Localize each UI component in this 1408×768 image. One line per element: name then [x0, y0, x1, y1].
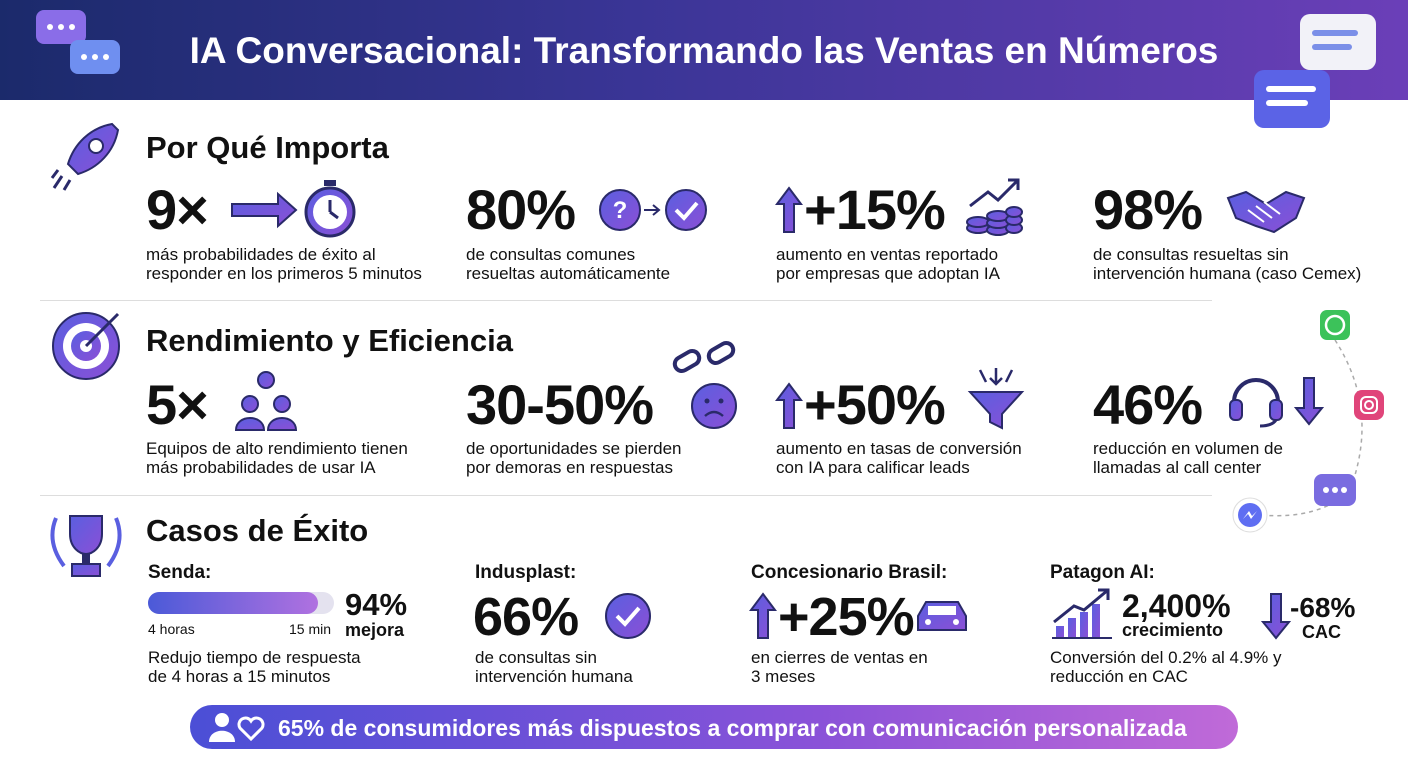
footer-banner: [190, 705, 1238, 749]
case-stat: 66%: [473, 587, 579, 647]
stat-caption: más probabilidades de usar IA: [146, 458, 376, 477]
stat: 46%: [1093, 373, 1203, 436]
stat-caption: aumento en tasas de conversión: [776, 439, 1022, 458]
down-arrow-icon: [1260, 593, 1292, 640]
stat: 80%: [466, 178, 576, 241]
stat-caption: de consultas comunes: [466, 245, 636, 264]
case-caption: reducción en CAC: [1050, 667, 1188, 686]
case-name: Patagon AI:: [1050, 562, 1155, 583]
case-caption: intervención humana: [475, 667, 633, 686]
case-stat: 2,400%: [1122, 588, 1231, 624]
case-stat: +25%: [778, 587, 915, 647]
section-title: Por Qué Importa: [146, 130, 389, 165]
section-title: Casos de Éxito: [146, 513, 369, 548]
stat-caption: resueltas automáticamente: [466, 264, 671, 283]
stat-caption: por demoras en respuestas: [466, 458, 673, 477]
case-stat-label: mejora: [345, 620, 405, 640]
growth-chart-icon: [1052, 588, 1112, 639]
stat: 98%: [1093, 178, 1203, 241]
up-arrow-icon: [775, 186, 803, 233]
funnel-icon: [967, 368, 1025, 430]
handshake-icon: [1226, 190, 1306, 234]
case-name: Senda:: [148, 562, 212, 583]
stat-caption: llamadas al call center: [1093, 458, 1262, 477]
footer-text: 65% de consumidores más dispuestos a com…: [278, 715, 1187, 741]
headset-down-icon: [1229, 377, 1325, 428]
divider: [40, 495, 1212, 496]
divider: [40, 300, 1212, 301]
case-caption: de 4 horas a 15 minutos: [148, 667, 331, 686]
section-title: Rendimiento y Eficiencia: [146, 323, 513, 358]
up-arrow-icon: [749, 592, 777, 639]
bar-end-label: 15 min: [289, 621, 332, 637]
stat-caption: más probabilidades de éxito al: [146, 245, 376, 264]
up-arrow-icon: [775, 382, 803, 429]
svg-text:?: ?: [613, 197, 628, 224]
arrow-stopwatch-icon: [231, 180, 356, 238]
channel-icons: [1232, 310, 1384, 533]
stat-caption: intervención humana (caso Cemex): [1093, 264, 1362, 283]
chat-icon: [1254, 14, 1376, 128]
stat-caption: con IA para calificar leads: [776, 458, 970, 477]
bar-start-label: 4 horas: [148, 621, 195, 637]
progress-fill: [148, 592, 318, 614]
stat-caption: responder en los primeros 5 minutos: [146, 264, 422, 283]
case-stat: 94%: [345, 587, 408, 622]
case-stat-label: crecimiento: [1122, 620, 1224, 640]
case-caption: Redujo tiempo de respuesta: [148, 648, 361, 667]
header-banner: [0, 0, 1408, 100]
stat-caption: reducción en volumen de: [1093, 439, 1283, 458]
coins-chart-icon: [966, 178, 1023, 236]
car-icon: [917, 601, 967, 631]
case-name: Indusplast:: [475, 562, 577, 583]
case-caption: 3 meses: [751, 667, 816, 686]
check-icon: [605, 593, 651, 639]
chat-icon: [36, 10, 120, 74]
case-caption: Conversión del 0.2% al 4.9% y: [1050, 648, 1282, 667]
stat: 9×: [146, 178, 209, 241]
stat-caption: de consultas resueltas sin: [1093, 245, 1289, 264]
trophy-icon: [50, 515, 122, 577]
stat-caption: aumento en ventas reportado: [776, 245, 999, 264]
stat: +50%: [804, 373, 946, 436]
stat: 5×: [146, 373, 209, 436]
page-title: IA Conversacional: Transformando las Ven…: [189, 30, 1219, 71]
stat: 30-50%: [466, 373, 654, 436]
rocket-icon: [50, 122, 120, 191]
case-stat: -68%: [1290, 592, 1356, 623]
case-caption: en cierres de ventas en: [751, 648, 928, 667]
case-caption: de consultas sin: [475, 648, 597, 667]
case-stat-label: CAC: [1302, 622, 1341, 642]
case-name: Concesionario Brasil:: [751, 562, 948, 583]
stat: +15%: [804, 178, 946, 241]
person-heart-icon: [209, 713, 265, 742]
stat-caption: Equipos de alto rendimiento tienen: [146, 439, 408, 458]
question-check-icon: ?: [599, 189, 707, 231]
target-icon: [52, 312, 120, 380]
stat-caption: por empresas que adoptan IA: [776, 264, 1000, 283]
team-icon: [234, 371, 298, 431]
broken-chain-sad-icon: [672, 341, 737, 429]
stat-caption: de oportunidades se pierden: [466, 439, 682, 458]
